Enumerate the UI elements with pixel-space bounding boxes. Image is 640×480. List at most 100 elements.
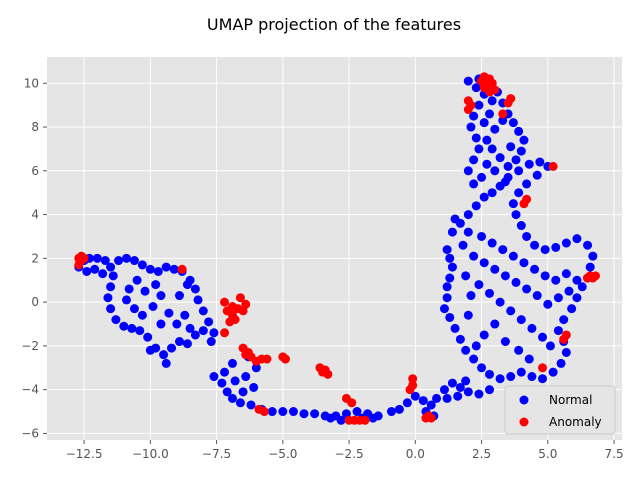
point-normal: [159, 350, 169, 360]
point-normal: [469, 111, 479, 121]
point-normal: [111, 315, 121, 325]
point-normal: [551, 242, 561, 252]
point-normal: [540, 271, 550, 281]
point-normal: [241, 372, 251, 382]
point-normal: [326, 413, 336, 423]
point-normal: [514, 188, 524, 198]
point-normal: [217, 378, 227, 388]
point-normal: [508, 251, 518, 261]
point-normal: [527, 372, 537, 382]
point-normal: [532, 291, 542, 301]
point-normal: [238, 387, 248, 397]
point-anomaly: [519, 199, 529, 209]
point-normal: [161, 358, 171, 368]
point-normal: [522, 284, 532, 294]
point-normal: [426, 400, 436, 410]
point-normal: [500, 177, 510, 187]
point-normal: [519, 135, 529, 145]
point-anomaly: [241, 350, 251, 360]
point-normal: [524, 354, 534, 364]
point-normal: [442, 245, 452, 255]
point-anomaly: [559, 334, 569, 344]
point-normal: [485, 385, 495, 395]
data-points: [74, 72, 601, 425]
point-normal: [466, 291, 476, 301]
point-normal: [447, 262, 457, 272]
x-tick-label: −10.0: [132, 447, 169, 461]
point-normal: [193, 295, 203, 305]
point-normal: [490, 319, 500, 329]
point-normal: [561, 347, 571, 357]
point-normal: [498, 115, 508, 125]
point-normal: [503, 161, 513, 171]
point-normal: [206, 337, 216, 347]
point-normal: [180, 310, 190, 320]
point-normal: [140, 286, 150, 296]
x-tick-label: −2.5: [335, 447, 364, 461]
point-normal: [145, 264, 155, 274]
point-normal: [164, 308, 174, 318]
point-normal: [564, 286, 574, 296]
point-normal: [209, 372, 219, 382]
point-normal: [567, 304, 577, 314]
point-anomaly: [259, 407, 269, 417]
point-normal: [508, 199, 518, 209]
point-normal: [447, 378, 457, 388]
point-anomaly: [548, 161, 558, 171]
point-normal: [469, 179, 479, 189]
point-normal: [519, 258, 529, 268]
point-normal: [455, 382, 465, 392]
point-normal: [490, 124, 500, 134]
point-normal: [143, 332, 153, 342]
point-normal: [474, 144, 484, 154]
point-normal: [553, 293, 563, 303]
point-normal: [506, 372, 516, 382]
chart-title: UMAP projection of the features: [207, 15, 461, 34]
point-normal: [477, 231, 487, 241]
point-normal: [145, 345, 155, 355]
point-anomaly: [405, 385, 415, 395]
point-normal: [121, 295, 131, 305]
point-normal: [532, 170, 542, 180]
point-normal: [545, 341, 555, 351]
point-anomaly: [463, 96, 473, 106]
point-anomaly: [318, 367, 328, 377]
point-anomaly: [408, 374, 418, 384]
point-normal: [495, 153, 505, 163]
x-tick-label: 2.5: [472, 447, 491, 461]
point-normal: [442, 293, 452, 303]
y-tick-label: 8: [31, 120, 39, 134]
point-normal: [514, 345, 524, 355]
point-normal: [500, 337, 510, 347]
point-normal: [463, 227, 473, 237]
point-normal: [174, 337, 184, 347]
x-tick-label: −12.5: [66, 447, 103, 461]
point-normal: [121, 253, 131, 263]
y-tick-label: 4: [31, 208, 39, 222]
point-normal: [463, 76, 473, 86]
point-normal: [514, 166, 524, 176]
point-normal: [506, 306, 516, 316]
x-tick-label: −7.5: [202, 447, 231, 461]
point-anomaly: [227, 301, 237, 311]
point-normal: [151, 280, 161, 290]
point-normal: [463, 210, 473, 220]
point-normal: [471, 201, 481, 211]
point-normal: [572, 293, 582, 303]
point-normal: [572, 234, 582, 244]
point-normal: [561, 238, 571, 248]
point-normal: [106, 282, 116, 292]
point-normal: [267, 407, 277, 417]
point-normal: [551, 275, 561, 285]
point-normal: [198, 326, 208, 336]
point-normal: [394, 404, 404, 414]
point-normal: [511, 155, 521, 165]
point-normal: [108, 271, 118, 281]
point-normal: [90, 264, 100, 274]
point-normal: [471, 133, 481, 143]
point-normal: [490, 166, 500, 176]
point-normal: [336, 415, 346, 425]
point-normal: [447, 227, 457, 237]
point-normal: [561, 269, 571, 279]
point-anomaly: [177, 264, 187, 274]
